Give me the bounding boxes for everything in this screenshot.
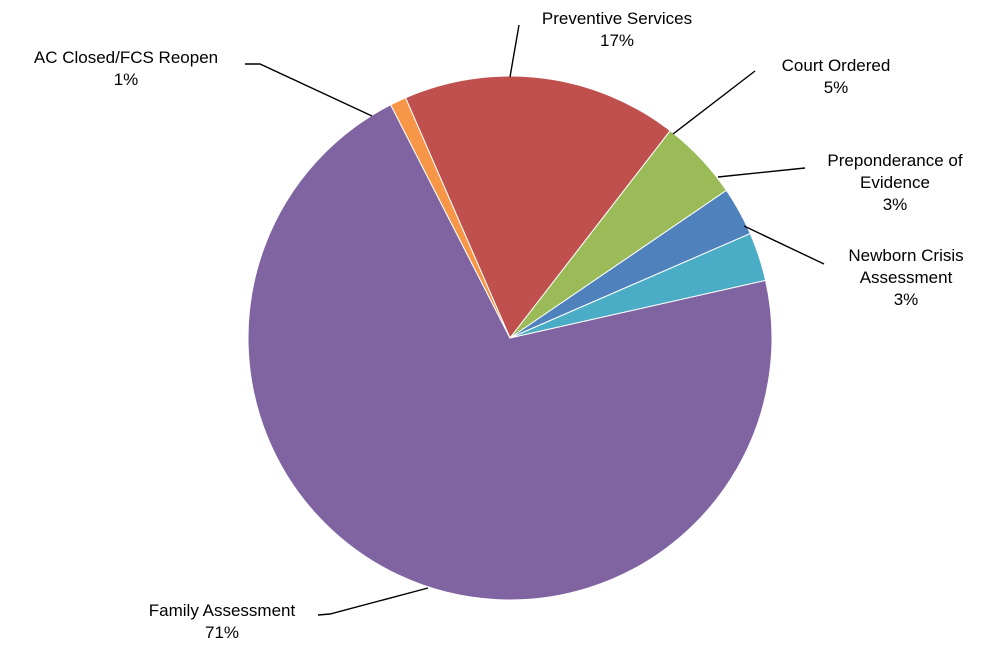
leader-line (743, 225, 825, 265)
slice-name: Assessment (860, 268, 953, 287)
leader-line (245, 63, 373, 117)
slice-label: Family Assessment 71% (149, 601, 296, 642)
slice-name: Evidence (860, 173, 930, 192)
pie-slice (404, 75, 671, 339)
slice-name: Preponderance of (827, 151, 962, 170)
slice-label: Preventive Services 17% (542, 9, 692, 50)
slice-label: AC Closed/FCS Reopen 1% (34, 48, 218, 89)
slice-label: Court Ordered 5% (782, 56, 891, 97)
leader-lines (245, 24, 825, 616)
leader-line (509, 24, 520, 78)
slice-percent: 3% (883, 195, 908, 214)
leader-line (672, 70, 756, 135)
slice-percent: 17% (600, 31, 634, 50)
pie-slice (247, 104, 773, 601)
slice-label: Preponderance of Evidence 3% (827, 151, 962, 214)
slice-percent: 5% (824, 78, 849, 97)
slice-percent: 3% (894, 290, 919, 309)
pie-slice (389, 97, 511, 339)
pie-slices (247, 75, 773, 601)
leader-line (717, 167, 806, 178)
slice-name: AC Closed/FCS Reopen (34, 48, 218, 67)
slice-name: Family Assessment (149, 601, 296, 620)
slice-percent: 1% (114, 70, 139, 89)
slice-name: Preventive Services (542, 9, 692, 28)
slice-percent: 71% (205, 623, 239, 642)
slice-label: Newborn Crisis Assessment 3% (848, 246, 963, 309)
slice-labels: Preventive Services 17% Court Ordered 5% Pre… (34, 9, 964, 642)
slice-name: Court Ordered (782, 56, 891, 75)
slice-name: Newborn Crisis (848, 246, 963, 265)
leader-line (317, 587, 429, 616)
